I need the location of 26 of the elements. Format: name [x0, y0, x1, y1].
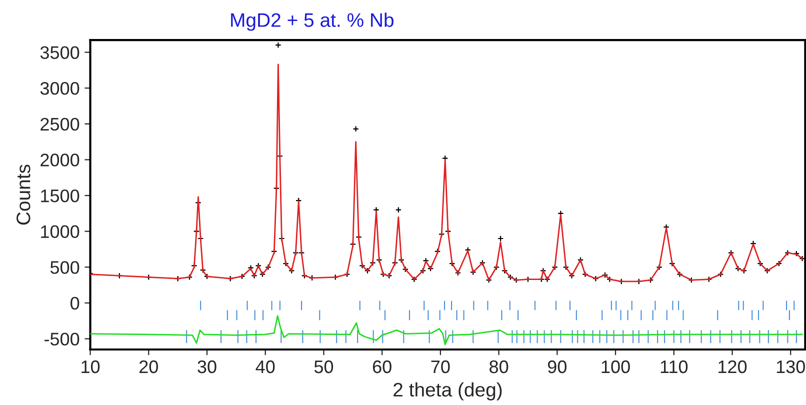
x-tick-label: 30: [198, 360, 216, 374]
x-tick-label: 100: [602, 360, 630, 374]
x-tick-label: 60: [372, 360, 392, 374]
y-tick-label: 3000: [40, 82, 80, 95]
x-tick-label: 40: [256, 360, 275, 374]
x-tick-label: 10: [82, 360, 100, 374]
y-tick-label: 1500: [41, 189, 80, 202]
x-tick-label: 90: [548, 360, 566, 374]
y-tick-label: 2500: [40, 118, 80, 131]
x-tick-label: 50: [314, 360, 334, 374]
x-tick-label: 130: [776, 360, 805, 374]
x-tick-label: 80: [490, 360, 508, 374]
y-tick-label: 3500: [40, 46, 80, 59]
x-tick-label: 20: [140, 360, 158, 374]
y-tick-label: 1000: [41, 225, 80, 238]
y-tick-label: 0: [70, 296, 80, 310]
x-tick-label: 70: [431, 360, 450, 374]
chart-title: MgD2 + 5 at. % Nb: [231, 12, 394, 31]
y-tick-label: -500: [44, 332, 80, 346]
x-tick-label: 120: [718, 360, 747, 374]
y-tick-label: 2000: [40, 154, 80, 166]
line-series: [90, 315, 803, 346]
x-tick-label: 110: [660, 360, 688, 374]
y-axis-title: Counts: [16, 164, 30, 225]
y-tick-label: 500: [50, 261, 80, 274]
x-axis-title: 2 theta (deg): [394, 382, 502, 400]
